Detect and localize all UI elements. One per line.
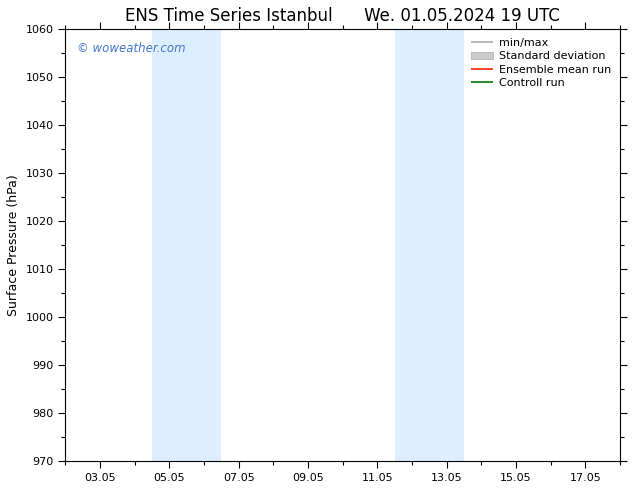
Title: ENS Time Series Istanbul      We. 01.05.2024 19 UTC: ENS Time Series Istanbul We. 01.05.2024 …	[126, 7, 560, 25]
Y-axis label: Surface Pressure (hPa): Surface Pressure (hPa)	[7, 174, 20, 316]
Bar	[152, 29, 221, 461]
Legend: min/max, Standard deviation, Ensemble mean run, Controll run: min/max, Standard deviation, Ensemble me…	[468, 35, 614, 92]
Text: © woweather.com: © woweather.com	[77, 42, 185, 55]
Bar	[395, 29, 464, 461]
